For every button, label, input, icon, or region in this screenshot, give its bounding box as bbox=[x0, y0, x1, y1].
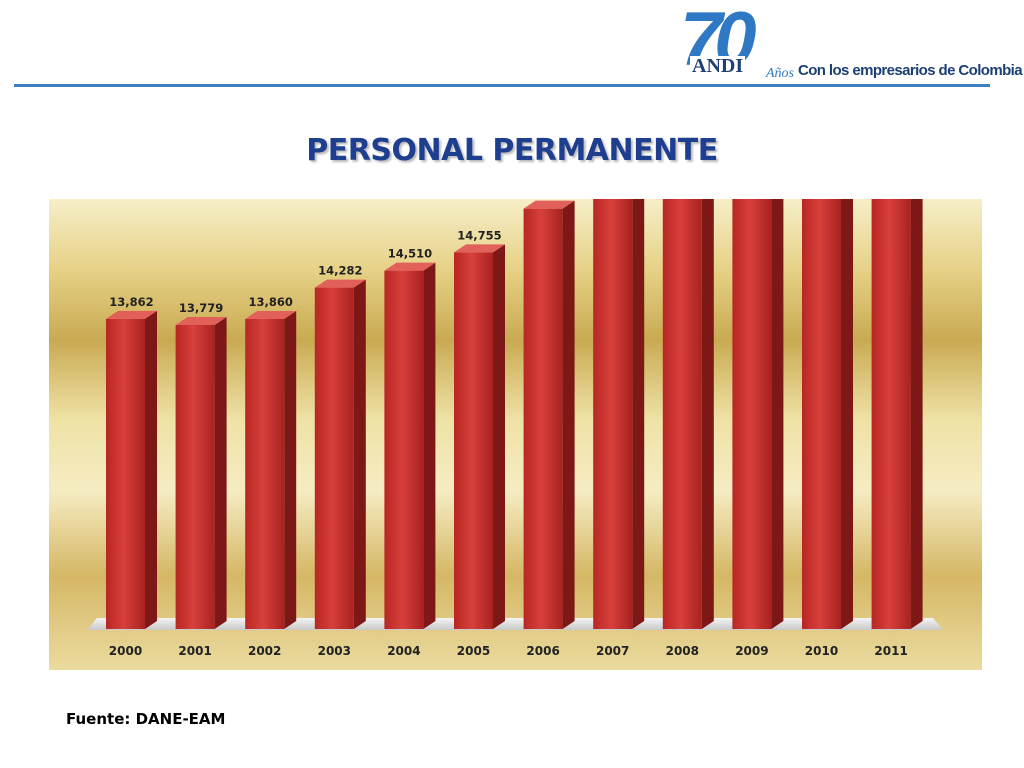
bar-value-label: 14,282 bbox=[318, 264, 362, 278]
bar-chart: 13,86213,77913,86014,28214,51014,75515,3… bbox=[49, 199, 982, 670]
chart-floor bbox=[87, 618, 943, 630]
bar-value-label: 14,510 bbox=[388, 247, 432, 261]
source-note: Fuente: DANE-EAM bbox=[66, 710, 226, 728]
bar-value-label: 13,860 bbox=[249, 295, 293, 309]
bar-2002 bbox=[245, 310, 297, 629]
bar-value-label: 13,862 bbox=[109, 295, 153, 309]
bar-value-label: 13,779 bbox=[179, 301, 223, 315]
bar-2003 bbox=[314, 279, 366, 629]
x-tick-label: 2009 bbox=[735, 644, 768, 658]
bar-2008 bbox=[662, 199, 714, 629]
logo-years-text: Años bbox=[766, 66, 794, 81]
bar-2000 bbox=[106, 310, 157, 629]
header-divider bbox=[14, 84, 990, 87]
x-tick-label: 2005 bbox=[457, 644, 490, 658]
x-tick-label: 2010 bbox=[805, 644, 838, 658]
x-tick-label: 2002 bbox=[248, 644, 281, 658]
bar-2006 bbox=[523, 200, 575, 629]
slide-title: PERSONAL PERMANENTE bbox=[306, 133, 718, 168]
x-tick-label: 2000 bbox=[109, 644, 142, 658]
x-tick-label: 2004 bbox=[387, 644, 420, 658]
x-tick-label: 2003 bbox=[318, 644, 351, 658]
x-tick-label: 2011 bbox=[874, 644, 907, 658]
x-tick-label: 2008 bbox=[666, 644, 699, 658]
andi-logo: 70 ANDI Años Con los empresarios de Colo… bbox=[680, 2, 1023, 85]
logo-tagline: Con los empresarios de Colombia bbox=[798, 62, 1023, 79]
x-tick-label: 2001 bbox=[178, 644, 211, 658]
bar-2009 bbox=[732, 199, 784, 630]
bar-2005 bbox=[454, 244, 505, 629]
bar-2011 bbox=[871, 199, 923, 629]
bar-2007 bbox=[593, 199, 645, 629]
logo-andi-text: ANDI bbox=[690, 55, 746, 77]
bar-2001 bbox=[175, 317, 227, 629]
bar-value-label: 14,755 bbox=[457, 228, 501, 242]
x-tick-label: 2007 bbox=[596, 644, 629, 658]
bar-2004 bbox=[384, 262, 436, 629]
bar-2010 bbox=[802, 199, 853, 629]
x-tick-label: 2006 bbox=[526, 644, 559, 658]
